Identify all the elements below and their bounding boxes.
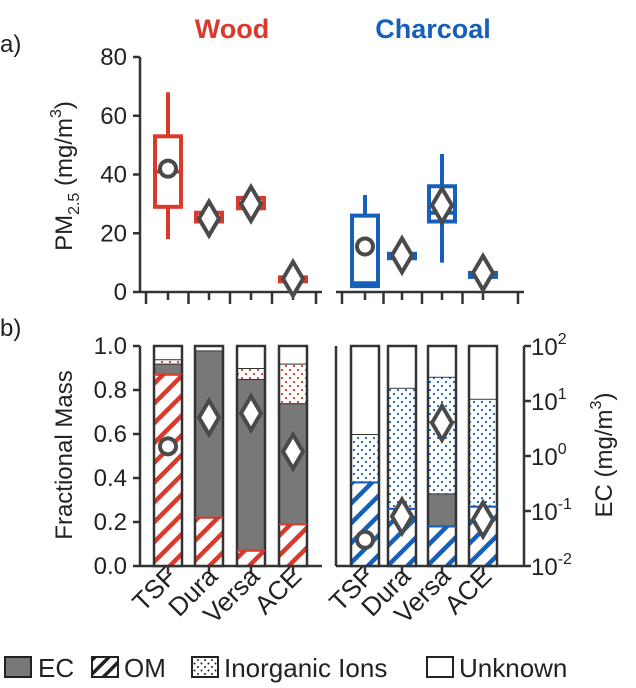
panel-b-ec-markers [158, 392, 496, 550]
bar-segment-unknown [154, 346, 182, 360]
panel-b-y2label: EC (mg/m3) [588, 393, 618, 518]
panel-b-ytick-label: 0.8 [94, 377, 127, 404]
bar-segment-om [154, 374, 182, 566]
panel-b-y2tick-label: 100 [531, 441, 567, 471]
bar-segment-unknown [237, 346, 265, 368]
box-mean-marker [355, 236, 375, 257]
panel-b-ytick-label: 0.2 [94, 509, 127, 536]
bar-segment-inorganic-ions [351, 434, 379, 483]
panel-a-ytick-label: 0 [114, 279, 127, 306]
ec-marker [238, 392, 264, 435]
panel-b-ytick-label: 1.0 [94, 333, 127, 360]
panel-a-ylabel: PM2.5 (mg/m3) [48, 101, 83, 251]
bar-segment-inorganic-ions [279, 363, 307, 404]
legend-label-inorganic-ions: Inorganic Ions [224, 653, 387, 683]
bar-segment-om [195, 517, 223, 566]
ec-marker [429, 401, 455, 444]
box-mean-marker [470, 251, 496, 294]
bar-outline [193, 344, 225, 568]
panel-b-ticks: 0.0 0.2 0.4 0.6 0.8 1.0 10-2 10-1 100 101 102 [94, 331, 572, 581]
legend-label-ec: EC [38, 653, 74, 683]
panel-a-ytick-label: 60 [100, 103, 127, 130]
panel-label-b: b) [0, 315, 21, 342]
bar-outline [235, 344, 267, 568]
bar-segment-om [237, 550, 265, 566]
bar-segment-unknown [388, 346, 416, 388]
panel-a-boxplots [153, 92, 498, 300]
box-mean-marker [196, 197, 222, 240]
ec-marker [470, 498, 496, 541]
ec-marker [389, 495, 415, 538]
ec-marker [355, 529, 375, 550]
legend-swatch-unknown [426, 656, 454, 678]
panel-b-y2tick-label: 102 [531, 331, 567, 361]
bar-segment-inorganic-ions [469, 398, 497, 507]
bar-segment-om [351, 482, 379, 566]
bar-segment-unknown [428, 346, 456, 377]
ec-marker [158, 436, 178, 457]
bar-segment-unknown [279, 346, 307, 364]
bar-segment-unknown [195, 346, 223, 351]
bar-segment-inorganic-ions [154, 359, 182, 364]
bar-segment-inorganic-ions [237, 368, 265, 379]
category-label: ACE [438, 561, 497, 620]
panel-b-y2tick-label: 101 [531, 386, 567, 416]
panel-b-ytick-label: 0.4 [94, 465, 127, 492]
bar-outline [152, 344, 184, 568]
group-title-wood: Wood [195, 14, 269, 44]
category-label: ACE [248, 561, 307, 620]
legend-label-unknown: Unknown [459, 653, 567, 683]
bar-outline [467, 344, 499, 568]
panel-a-ticks: 0 20 40 60 80 [100, 44, 520, 306]
ec-marker [280, 430, 306, 473]
ec-marker [196, 396, 222, 439]
bar-segment-inorganic-ions [388, 387, 416, 509]
bar-outline [386, 344, 418, 568]
legend-swatch-om [91, 656, 119, 678]
panel-a-axes [138, 57, 524, 294]
legend-swatch-ec [4, 656, 32, 678]
panel-label-a: a) [0, 31, 21, 58]
box-mean-marker [238, 182, 264, 225]
box-iqr [350, 213, 380, 289]
bar-segment-unknown [351, 346, 379, 434]
legend: EC OM Inorganic Ions Unknown [4, 653, 567, 683]
bar-segment-unknown [469, 346, 497, 399]
panel-b-ytick-label: 0.0 [94, 553, 127, 580]
panel-b-ytick-label: 0.6 [94, 421, 127, 448]
bar-segment-ec [154, 363, 182, 375]
panel-b-stacked-bars [152, 344, 499, 568]
panel-a-ytick-label: 20 [100, 220, 127, 247]
box-mean-marker [389, 234, 415, 277]
panel-a-ytick-label: 80 [100, 44, 127, 71]
panel-b-y2tick-label: 10-1 [531, 496, 572, 526]
legend-swatch-inorganic-ions [191, 656, 219, 678]
bar-segment-om [279, 524, 307, 566]
legend-label-om: OM [124, 653, 166, 683]
box-mean-marker [429, 184, 455, 227]
box-mean-marker [158, 158, 178, 179]
panel-b-y2tick-label: 10-2 [531, 551, 572, 581]
group-title-charcoal: Charcoal [375, 14, 491, 44]
bar-segment-ec [428, 493, 456, 527]
panel-a-ytick-label: 40 [100, 162, 127, 189]
bar-outline [426, 344, 458, 568]
box-mean-marker [280, 257, 306, 300]
bar-segment-om [428, 526, 456, 566]
bar-outline [277, 344, 309, 568]
panel-b-ylabel: Fractional Mass [51, 370, 78, 539]
bar-outline [349, 344, 381, 568]
